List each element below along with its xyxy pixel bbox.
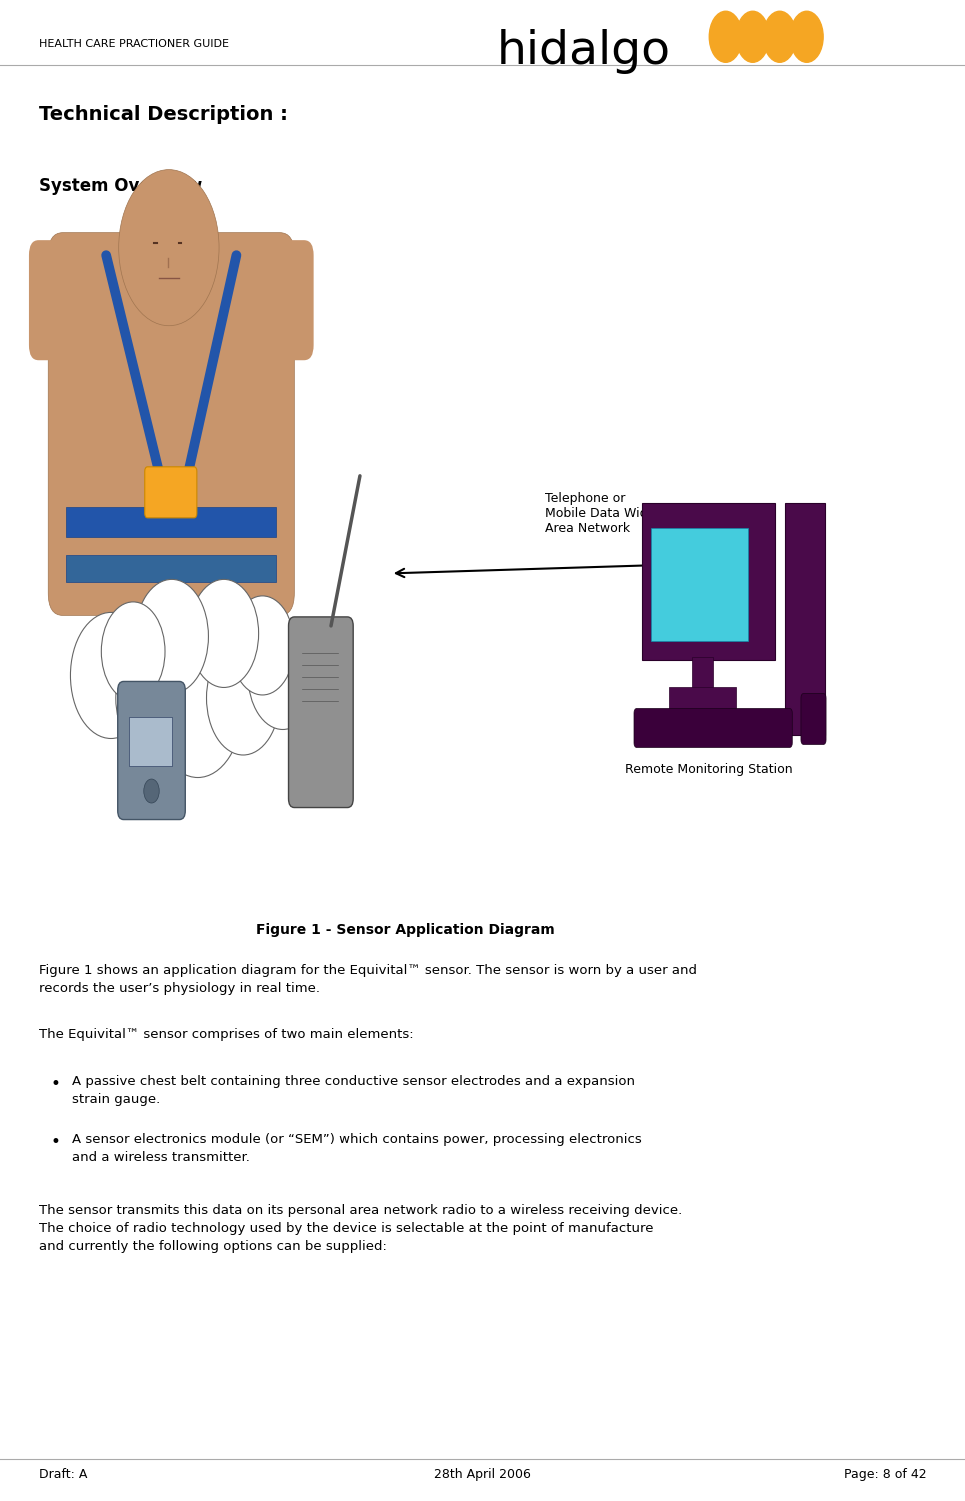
Circle shape [70, 612, 152, 738]
Text: hidalgo: hidalgo [497, 29, 671, 74]
Text: Remote Monitoring Station: Remote Monitoring Station [625, 763, 793, 776]
Circle shape [709, 12, 742, 63]
FancyBboxPatch shape [227, 240, 314, 360]
FancyBboxPatch shape [118, 681, 185, 820]
Text: Telephone or
Mobile Data Wide
Area Network: Telephone or Mobile Data Wide Area Netwo… [545, 492, 655, 536]
Circle shape [248, 621, 317, 729]
Text: •: • [50, 1075, 60, 1093]
Text: The Equivital™ sensor comprises of two main elements:: The Equivital™ sensor comprises of two m… [39, 1028, 413, 1042]
Circle shape [763, 12, 796, 63]
FancyBboxPatch shape [785, 503, 825, 735]
Circle shape [101, 602, 165, 701]
FancyBboxPatch shape [669, 687, 736, 710]
Text: HEALTH CARE PRACTIONER GUIDE: HEALTH CARE PRACTIONER GUIDE [39, 39, 229, 50]
Circle shape [189, 579, 259, 687]
FancyBboxPatch shape [66, 555, 276, 582]
Circle shape [153, 639, 242, 778]
FancyBboxPatch shape [289, 617, 353, 808]
Circle shape [116, 641, 189, 755]
FancyBboxPatch shape [801, 693, 826, 744]
Text: The sensor transmits this data on its personal area network radio to a wireless : The sensor transmits this data on its pe… [39, 1204, 682, 1253]
Text: Figure 1 - Sensor Application Diagram: Figure 1 - Sensor Application Diagram [256, 923, 555, 937]
Text: •: • [50, 1133, 60, 1151]
Text: System Overview: System Overview [39, 177, 202, 195]
Text: A passive chest belt containing three conductive sensor electrodes and a expansi: A passive chest belt containing three co… [72, 1075, 635, 1106]
FancyBboxPatch shape [66, 507, 276, 537]
FancyBboxPatch shape [129, 717, 172, 766]
FancyBboxPatch shape [48, 233, 294, 615]
Text: A sensor electronics module (or “SEM”) which contains power, processing electron: A sensor electronics module (or “SEM”) w… [72, 1133, 642, 1165]
Circle shape [144, 779, 159, 803]
FancyBboxPatch shape [145, 467, 197, 518]
Text: Technical Description :: Technical Description : [39, 105, 288, 125]
Text: Page: 8 of 42: Page: 8 of 42 [843, 1468, 926, 1481]
Text: 28th April 2006: 28th April 2006 [434, 1468, 531, 1481]
Circle shape [736, 12, 769, 63]
Circle shape [231, 596, 294, 695]
FancyBboxPatch shape [634, 708, 792, 747]
FancyBboxPatch shape [692, 657, 713, 690]
Circle shape [207, 641, 280, 755]
Text: Draft: A: Draft: A [39, 1468, 87, 1481]
FancyBboxPatch shape [651, 528, 748, 641]
FancyBboxPatch shape [642, 503, 775, 660]
Text: Figure 1 shows an application diagram for the Equivital™ sensor. The sensor is w: Figure 1 shows an application diagram fo… [39, 964, 697, 995]
Circle shape [119, 170, 219, 326]
Circle shape [135, 579, 208, 693]
FancyBboxPatch shape [29, 240, 116, 360]
Circle shape [790, 12, 823, 63]
